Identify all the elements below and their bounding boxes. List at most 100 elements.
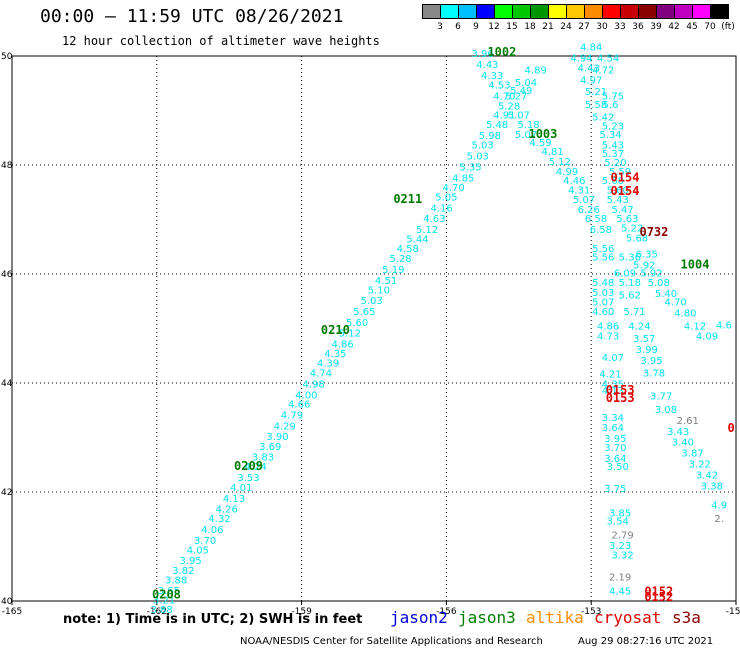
wave-height-label: 5.43: [607, 195, 629, 206]
satellite-altika: altika: [526, 608, 584, 627]
lat-tick-label: 50: [1, 52, 13, 62]
wave-height-label: 5.48: [592, 278, 614, 289]
legend-swatch: [710, 4, 729, 19]
pass-time-label: 0732: [639, 225, 668, 239]
wave-height-label: 3.83: [252, 452, 274, 463]
wave-height-label: 4.51: [375, 276, 397, 287]
wave-height-label: 4.70: [493, 92, 515, 103]
wave-height-label: 4.84: [580, 43, 602, 54]
wave-height-label: 4.35: [602, 379, 624, 390]
wave-height-label: 4.73: [597, 331, 619, 342]
wave-height-label: 4.09: [696, 331, 718, 342]
wave-height-label: 5.36: [619, 252, 641, 263]
lon-tick-label: -156: [436, 607, 457, 617]
wave-height-label: 3.53: [237, 473, 259, 484]
legend-label: 42: [668, 22, 680, 32]
wave-height-label: 5.03: [592, 288, 614, 299]
pass-time-label: 0153: [606, 383, 635, 397]
wave-height-label: 4.29: [274, 421, 296, 432]
wave-height-label: 6.09: [614, 269, 636, 280]
legend-label: 15: [506, 22, 518, 32]
wave-height-label: 4.16: [430, 203, 452, 214]
wave-height-label: 4.24: [245, 462, 267, 473]
wave-height-label: 3.88: [150, 605, 172, 616]
wave-height-label: 5.22: [621, 223, 643, 234]
wave-height-label: 3.77: [650, 391, 672, 402]
wave-height-label: 5.60: [607, 185, 629, 196]
legend-label: 12: [488, 22, 500, 32]
wave-height-label: 4.6: [716, 321, 732, 332]
wave-height-label: 5.12: [416, 225, 438, 236]
wave-height-label: 5.48: [486, 120, 508, 131]
wave-height-label: 4.74: [310, 368, 332, 379]
wave-height-label: 4.80: [674, 309, 696, 320]
wave-height-label: 3.95: [604, 434, 626, 445]
legend-label: 39: [650, 22, 662, 32]
wave-height-label: 5.63: [616, 214, 638, 225]
page-title: 00:00 — 11:59 UTC 08/26/2021: [40, 6, 344, 27]
wave-height-label: 6.58: [585, 214, 607, 225]
wave-height-label: 3.82: [172, 566, 194, 577]
legend-label: 36: [632, 22, 644, 32]
wave-height-label: 3.96: [471, 49, 493, 60]
wave-height-label: 4.53: [488, 81, 510, 92]
wave-height-label: 4.99: [556, 167, 578, 178]
wave-height-label: 3.88: [165, 576, 187, 587]
lat-tick-label: 40: [1, 597, 13, 607]
wave-height-label: 4.9: [711, 500, 727, 511]
wave-height-label: 5.59: [609, 167, 631, 178]
wave-height-label: 6.35: [636, 250, 658, 261]
wave-height-label: 4.06: [201, 525, 223, 536]
wave-height-label: 5.42: [592, 112, 614, 123]
wave-height-label: 4.86: [331, 340, 353, 351]
wave-height-label: 5.07: [592, 298, 614, 309]
legend-label: 27: [578, 22, 590, 32]
pass-time-label: 0208: [152, 587, 181, 601]
wave-height-label: 5.60: [346, 318, 368, 329]
wave-height-label: 3.54: [607, 517, 629, 528]
wave-height-label: 3.85: [609, 509, 631, 520]
lon-tick-label: -150: [726, 607, 740, 617]
wave-height-label: 5.6: [603, 100, 619, 111]
wave-height-label: 4.66: [288, 400, 310, 411]
legend-label: 24: [560, 22, 572, 32]
wave-height-label: 5.49: [510, 86, 532, 97]
page-subtitle: 12 hour collection of altimeter wave hei…: [62, 34, 380, 48]
wave-height-label: 5.07: [508, 111, 530, 122]
pass-time-label: 1004: [681, 258, 710, 272]
wave-height-label: 4.21: [599, 370, 621, 381]
wave-height-label: 5.56: [592, 244, 614, 255]
wave-height-label: 5.92: [640, 269, 662, 280]
wave-height-label: 4.60: [592, 307, 614, 318]
wave-height-label: 4.31: [568, 185, 590, 196]
wave-height-label: 5.23: [602, 122, 624, 133]
wave-height-label: 5.21: [585, 87, 607, 98]
wave-height-label: 4.54: [597, 53, 619, 64]
wave-height-label: 3.99: [636, 345, 658, 356]
wave-height-label: 3.21: [153, 596, 175, 607]
legend-label: 45: [686, 22, 698, 32]
wave-height-label: 4.00: [295, 390, 317, 401]
wave-height-label: 4.46: [563, 176, 585, 187]
wave-height-label: 4.39: [317, 359, 339, 370]
wave-height-label: 3.69: [259, 442, 281, 453]
wave-height-label: 3.43: [667, 427, 689, 438]
wave-height-label: 5.03: [471, 141, 493, 152]
legend-label: 6: [455, 22, 461, 32]
wave-height-label: 3.08: [655, 405, 677, 416]
wave-height-label: 4.45: [609, 586, 631, 597]
pass-time-label: 0210: [321, 323, 350, 337]
wave-height-label: 3.78: [643, 368, 665, 379]
wave-height-label: 5.03: [467, 152, 489, 163]
wave-height-label: 5.34: [599, 130, 621, 141]
wave-height-label: 4.70: [443, 183, 465, 194]
wave-height-label: 3.70: [604, 443, 626, 454]
note-text: note: 1) Time is in UTC; 2) SWH is in fe…: [63, 612, 363, 627]
wave-height-label: 6.26: [578, 205, 600, 216]
legend-label: 30: [596, 22, 608, 32]
wave-height-label: 4.05: [187, 546, 209, 557]
wave-height-label: 4.07: [602, 353, 624, 364]
wave-height-label: 5.20: [604, 158, 626, 169]
pass-time-label: 0154: [611, 184, 640, 198]
